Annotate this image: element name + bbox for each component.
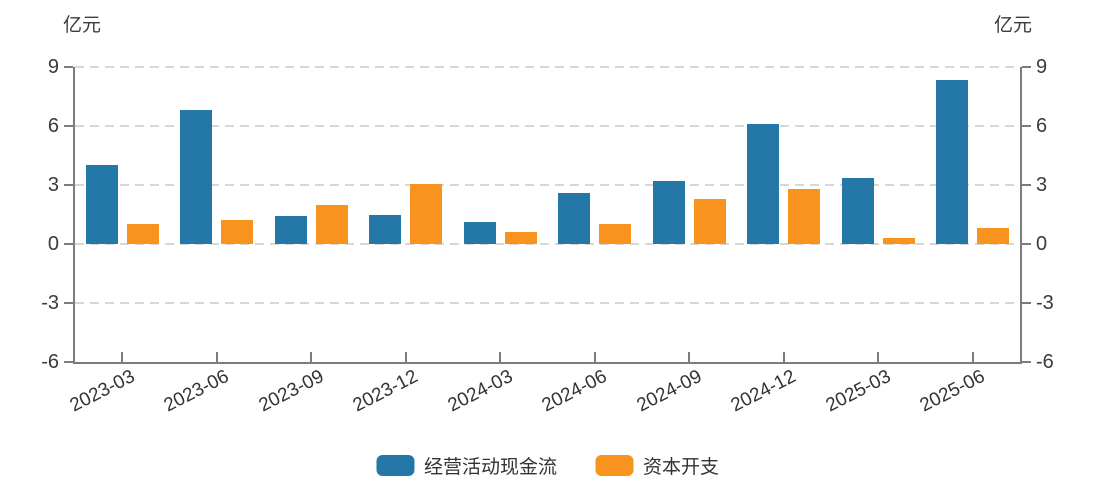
y-tick-right — [1022, 125, 1031, 127]
y-tick-right — [1022, 302, 1031, 304]
y-tick-label-left: -3 — [41, 292, 59, 314]
bar-资本开支-2023-06 — [221, 220, 254, 244]
y-tick-right — [1022, 361, 1031, 363]
bar-经营活动现金流-2024-09 — [652, 181, 685, 244]
y-tick-left — [64, 302, 73, 304]
x-tick-label-2024-09: 2024-09 — [633, 366, 705, 417]
bar-资本开支-2024-03 — [504, 232, 537, 244]
x-tick — [215, 352, 218, 362]
bar-经营活动现金流-2023-06 — [180, 110, 213, 244]
y-tick-label-left: -6 — [41, 351, 59, 373]
x-tick-label-2023-12: 2023-12 — [349, 366, 422, 417]
bar-资本开支-2024-09 — [693, 198, 726, 244]
y-tick-right — [1022, 243, 1031, 245]
legend-item-资本开支[interactable]: 资本开支 — [595, 452, 719, 479]
bar-资本开支-2025-03 — [882, 238, 915, 244]
x-tick-label-2024-03: 2024-03 — [444, 366, 516, 417]
y-tick-label-left: 3 — [47, 174, 59, 196]
x-tick-label-2023-09: 2023-09 — [255, 366, 327, 417]
bar-经营活动现金流-2024-06 — [558, 192, 591, 244]
bar-资本开支-2025-06 — [977, 228, 1010, 244]
bar-经营活动现金流-2023-12 — [369, 214, 402, 244]
x-tick — [877, 352, 880, 362]
gridline-0 — [75, 243, 1020, 245]
y-axis-line-left — [73, 67, 75, 362]
bar-经营活动现金流-2023-09 — [274, 216, 307, 244]
x-tick — [121, 352, 124, 362]
x-tick-label-2023-03: 2023-03 — [66, 366, 138, 417]
x-tick — [971, 352, 974, 362]
y-tick-left — [64, 361, 73, 363]
y-tick-label-left: 6 — [47, 115, 59, 137]
x-tick-label-2024-06: 2024-06 — [538, 366, 611, 417]
bar-经营活动现金流-2023-03 — [85, 165, 118, 244]
y-tick-label-right: 9 — [1036, 56, 1048, 78]
legend-label: 资本开支 — [643, 457, 720, 478]
legend: 经营活动现金流 资本开支 — [375, 452, 719, 479]
y-tick-left — [64, 184, 73, 186]
bar-经营活动现金流-2025-03 — [841, 178, 874, 244]
gridline-6 — [75, 125, 1020, 127]
y-tick-label-right: 3 — [1036, 174, 1048, 196]
y-tick-label-right: -6 — [1036, 351, 1054, 373]
y-axis-line-right — [1020, 67, 1022, 362]
y-axis-unit-right: 亿元 — [993, 15, 1032, 36]
bar-经营活动现金流-2024-12 — [747, 124, 780, 244]
y-tick-left — [64, 66, 73, 68]
x-tick — [499, 352, 502, 362]
x-tick — [404, 352, 407, 362]
y-tick-label-right: 6 — [1036, 115, 1048, 137]
x-tick-label-2025-03: 2025-03 — [822, 366, 894, 417]
gridline-9 — [75, 66, 1020, 68]
x-tick — [782, 352, 785, 362]
bar-资本开支-2023-12 — [410, 184, 443, 244]
x-tick-label-2023-06: 2023-06 — [160, 366, 233, 417]
y-tick-right — [1022, 66, 1031, 68]
x-tick — [310, 352, 313, 362]
gridline--3 — [75, 302, 1020, 304]
legend-item-经营活动现金流[interactable]: 经营活动现金流 — [375, 452, 557, 479]
y-tick-label-right: 0 — [1036, 233, 1048, 255]
y-tick-right — [1022, 184, 1031, 186]
bar-经营活动现金流-2024-03 — [463, 222, 496, 244]
x-axis-line — [73, 362, 1022, 364]
y-tick-label-left: 0 — [47, 233, 59, 255]
y-axis-unit-left: 亿元 — [63, 15, 102, 36]
x-tick-label-2024-12: 2024-12 — [727, 366, 800, 417]
legend-label: 经营活动现金流 — [423, 457, 557, 478]
legend-swatch-icon — [375, 455, 414, 476]
x-tick-label-2025-06: 2025-06 — [916, 366, 989, 417]
plot-area: 9 9 6 6 3 3 0 0 -3 -3 -6 -6 2023-03 2023-06 2023-09 202… — [41, 57, 1054, 416]
gridline-3 — [75, 184, 1020, 186]
y-tick-label-left: 9 — [47, 56, 59, 78]
legend-swatch-icon — [595, 455, 633, 476]
y-tick-left — [64, 125, 73, 127]
bar-资本开支-2024-12 — [788, 188, 821, 244]
x-tick — [593, 352, 596, 362]
bar-资本开支-2024-06 — [599, 224, 632, 244]
bar-资本开支-2023-03 — [126, 224, 159, 244]
bar-资本开支-2023-09 — [315, 204, 348, 244]
y-tick-label-right: -3 — [1036, 292, 1054, 314]
bar-经营活动现金流-2025-06 — [936, 79, 969, 244]
y-tick-left — [64, 243, 73, 245]
x-tick — [688, 352, 691, 362]
